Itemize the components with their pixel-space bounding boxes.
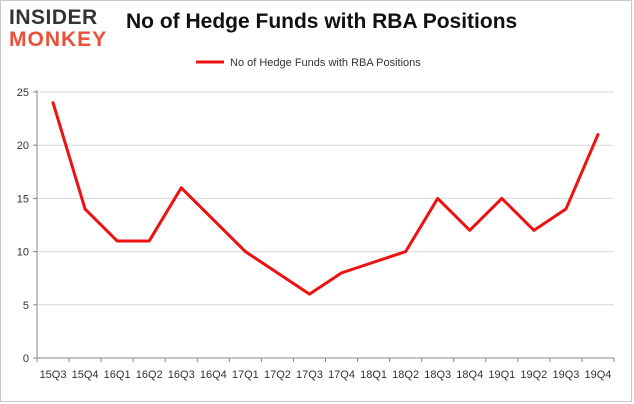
x-tick-label: 17Q4 (328, 369, 355, 381)
x-tick-label: 17Q1 (232, 369, 259, 381)
y-tick-label: 20 (17, 140, 29, 152)
insider-monkey-logo: INSIDER MONKEY (7, 5, 119, 51)
y-axis-ticks: 0 5 10 15 20 25 (17, 87, 37, 365)
y-tick-label: 25 (17, 87, 29, 99)
x-tick-label: 15Q3 (40, 369, 67, 381)
x-tick-label: 17Q2 (264, 369, 291, 381)
series-line (51, 101, 600, 296)
x-tick-label: 16Q3 (168, 369, 195, 381)
x-tick-label: 18Q4 (456, 369, 483, 381)
series-lines (51, 101, 600, 296)
x-tick-label: 18Q3 (424, 369, 451, 381)
y-tick-label: 15 (17, 193, 29, 205)
x-tick-label: 16Q4 (200, 369, 227, 381)
x-tick-label: 18Q1 (360, 369, 387, 381)
chart-title: No of Hedge Funds with RBA Positions (126, 10, 518, 33)
x-tick-label: 16Q1 (104, 369, 131, 381)
x-tick-label: 17Q3 (296, 369, 323, 381)
logo-line-2: MONKEY (9, 28, 108, 51)
x-tick-label: 18Q2 (392, 369, 419, 381)
logo-line-1: INSIDER (9, 6, 98, 29)
y-tick-label: 10 (17, 247, 29, 259)
gridlines (37, 91, 614, 306)
legend: No of Hedge Funds with RBA Positions (196, 57, 421, 69)
x-tick-label: 15Q4 (72, 369, 99, 381)
y-tick-label: 0 (23, 353, 29, 365)
x-axis-ticks: 15Q3 15Q4 16Q1 16Q2 16Q3 16Q4 17Q1 17Q2 17Q3 17Q4… (36, 358, 615, 381)
x-tick-label: 19Q2 (520, 369, 547, 381)
x-tick-label: 19Q1 (488, 369, 515, 381)
x-tick-label: 16Q2 (136, 369, 163, 381)
y-tick-label: 5 (23, 300, 29, 312)
x-tick-label: 19Q4 (585, 369, 612, 381)
x-tick-label: 19Q3 (552, 369, 579, 381)
legend-label: No of Hedge Funds with RBA Positions (230, 57, 421, 69)
